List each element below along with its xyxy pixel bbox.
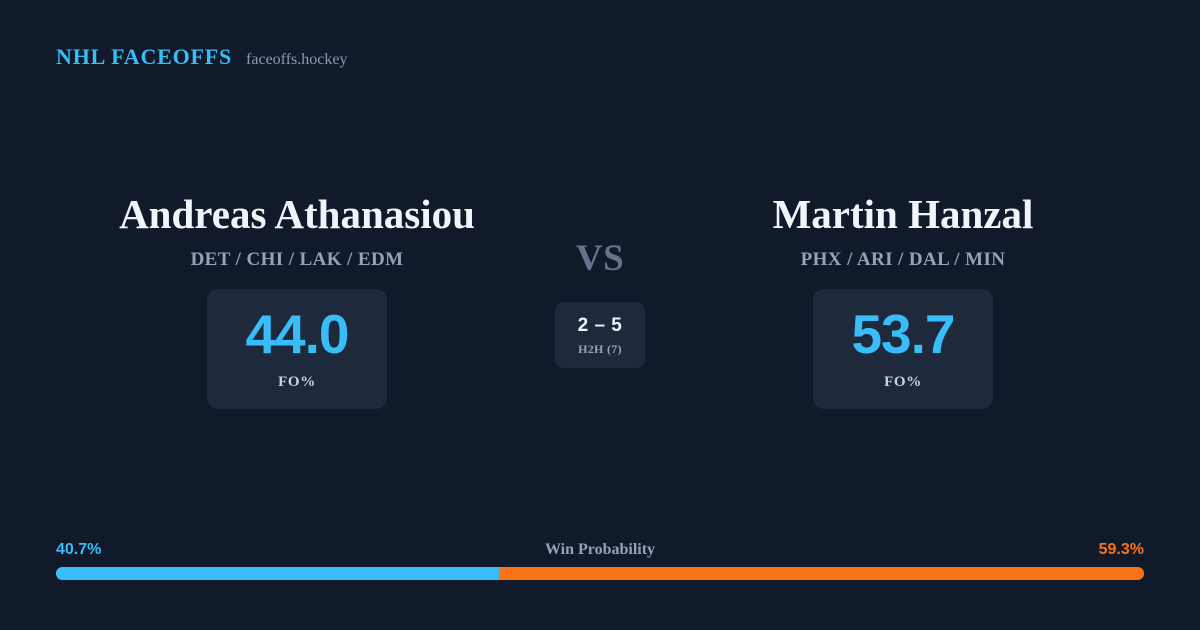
player-name-right: Martin Hanzal (772, 191, 1034, 237)
win-probability-bar-right-fill (498, 567, 1144, 580)
matchup-section: Andreas Athanasiou DET / CHI / LAK / EDM… (0, 190, 1200, 410)
stat-value-right: 53.7 (851, 303, 955, 366)
head-to-head-box: 2 – 5 H2H (7) (555, 302, 645, 368)
player-panel-left: Andreas Athanasiou DET / CHI / LAK / EDM… (64, 190, 530, 410)
player-teams-left: DET / CHI / LAK / EDM (190, 249, 404, 271)
brand-header: NHL FACEOFFS faceoffs.hockey (56, 46, 347, 68)
stat-card-right: 53.7 FO% (813, 289, 993, 410)
versus-label: VS (575, 238, 625, 279)
brand-title: NHL FACEOFFS (56, 44, 233, 69)
win-probability-bar-left-fill (56, 567, 499, 580)
win-probability-section: 40.7% Win Probability 59.3% (56, 542, 1144, 580)
win-probability-bar (56, 567, 1144, 580)
win-probability-right-value: 59.3% (1098, 541, 1144, 558)
stat-card-left: 44.0 FO% (207, 289, 387, 410)
stat-label-right: FO% (884, 374, 922, 391)
stat-value-left: 44.0 (245, 303, 349, 366)
player-teams-right: PHX / ARI / DAL / MIN (800, 249, 1006, 271)
win-probability-labels: 40.7% Win Probability 59.3% (56, 542, 1144, 558)
player-panel-right: Martin Hanzal PHX / ARI / DAL / MIN 53.7… (670, 190, 1136, 410)
player-name-left: Andreas Athanasiou (119, 191, 475, 237)
head-to-head-label: H2H (7) (578, 341, 622, 356)
win-probability-left-value: 40.7% (56, 541, 102, 558)
versus-column: VS 2 – 5 H2H (7) (530, 190, 670, 368)
stat-label-left: FO% (278, 374, 316, 391)
win-probability-title: Win Probability (544, 541, 656, 558)
head-to-head-score: 2 – 5 (577, 314, 623, 336)
brand-domain: faceoffs.hockey (246, 51, 348, 68)
